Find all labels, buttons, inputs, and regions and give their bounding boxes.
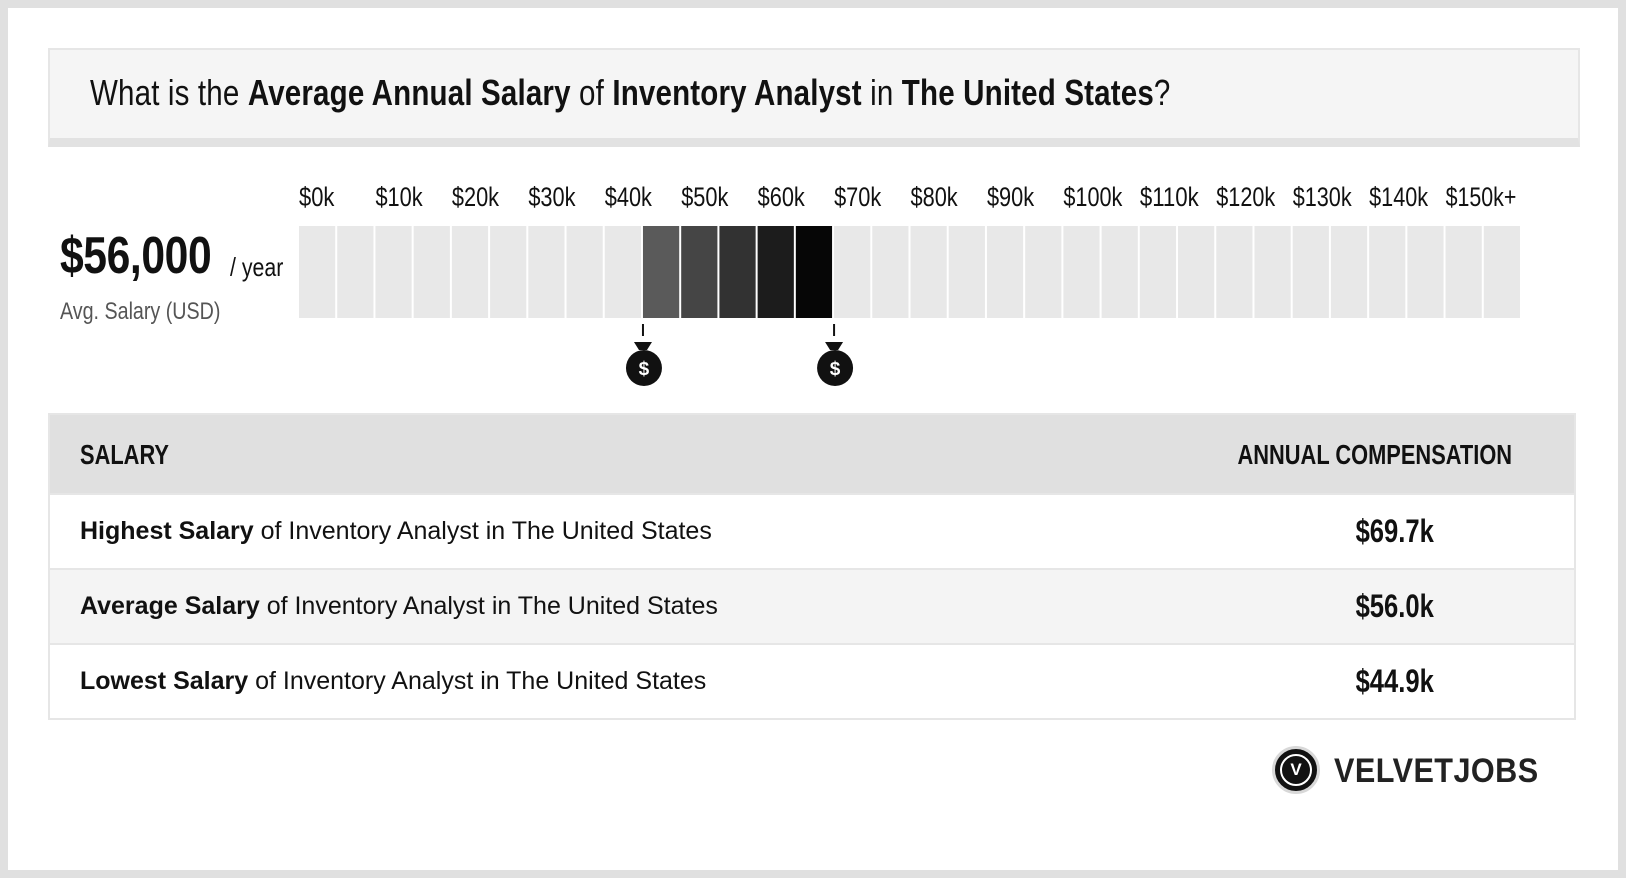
money-bag-glyph: $: [639, 359, 650, 380]
scale-cell: [1483, 226, 1520, 318]
scale-cell: [1178, 226, 1215, 318]
row-label-rest: of Inventory Analyst in The United State…: [259, 592, 718, 620]
row-label-rest: of Inventory Analyst in The United State…: [253, 517, 712, 545]
row-label: Highest Salary of Inventory Analyst in T…: [80, 517, 712, 546]
scale-cell: [1254, 226, 1291, 318]
tick-label: $80k: [911, 182, 959, 212]
scale-cell: [1445, 226, 1482, 318]
scale-cell: [910, 226, 947, 318]
row-value: $56.0k: [1355, 588, 1434, 624]
row-label-rest: of Inventory Analyst in The United State…: [248, 667, 707, 695]
scale-cell: [299, 226, 336, 318]
title-text-4: ?: [1153, 72, 1171, 113]
title-bold-location: The United States: [901, 72, 1154, 113]
scale-cell: [948, 226, 985, 318]
tick-label: $90k: [987, 182, 1035, 212]
tick-label: $20k: [452, 182, 500, 212]
range-bar-cell: [757, 226, 794, 318]
average-salary-unit: / year: [230, 252, 284, 282]
scale-cell: [375, 226, 412, 318]
title-bold-salary: Average Annual Salary: [247, 72, 571, 113]
title-bold-job: Inventory Analyst: [612, 72, 862, 113]
scale-cell: [1369, 226, 1406, 318]
velvetjobs-logo-icon: V: [1272, 746, 1320, 794]
row-value: $69.7k: [1355, 513, 1434, 549]
row-label: Average Salary of Inventory Analyst in T…: [80, 592, 718, 621]
average-salary-label: Avg. Salary (USD): [60, 298, 221, 325]
scale-cell: [604, 226, 641, 318]
scale-cell: [1025, 226, 1062, 318]
range-bar-cell: [642, 226, 680, 318]
title-text-3: in: [861, 72, 902, 113]
tick-label: $140k: [1369, 182, 1428, 212]
money-bag-icon: $: [625, 324, 662, 386]
title-text-2: of: [570, 72, 613, 113]
salary-infographic: What is the Average Annual Salary of Inv…: [8, 8, 1618, 870]
title-text-1: What is the: [90, 72, 248, 113]
range-bar-cell: [681, 226, 718, 318]
scale-cell: [566, 226, 603, 318]
header-salary: SALARY: [80, 439, 169, 470]
row-label-bold: Highest Salary: [80, 517, 254, 545]
tick-label: $150k+: [1446, 182, 1517, 212]
page-title: What is the Average Annual Salary of Inv…: [90, 72, 1171, 114]
scale-cell: [413, 226, 450, 318]
salary-range-chart: $0k $10k $20k $30k $40k $50k $60k $70k $80k $90k $…: [299, 182, 1520, 386]
title-box: What is the Average Annual Salary of Inv…: [48, 48, 1580, 147]
money-bag-glyph: $: [830, 359, 841, 380]
average-salary-value: $56,000: [60, 227, 212, 285]
scale-cell: [1407, 226, 1444, 318]
row-label-bold: Lowest Salary: [80, 667, 249, 695]
average-salary: $56,000 / year: [60, 226, 283, 286]
table-header: SALARY ANNUAL COMPENSATION: [50, 415, 1574, 493]
scale-cell: [1216, 226, 1253, 318]
row-label: Lowest Salary of Inventory Analyst in Th…: [80, 667, 706, 696]
tick-label: $70k: [834, 182, 882, 212]
tick-label: $30k: [528, 182, 576, 212]
scale-cell: [1063, 226, 1100, 318]
range-bar-cell: [719, 226, 756, 318]
scale-cell: [986, 226, 1024, 318]
row-value: $44.9k: [1355, 663, 1434, 699]
range-bar-cell: [795, 226, 833, 318]
row-label-bold: Average Salary: [80, 592, 260, 620]
tick-label: $50k: [681, 182, 729, 212]
logo-letter: V: [1280, 754, 1312, 786]
money-bag-body: [817, 350, 854, 386]
tick-label: $0k: [299, 182, 335, 212]
brand-name: VELVETJOBS: [1334, 752, 1539, 790]
tick-label: $40k: [605, 182, 653, 212]
tick-label: $60k: [758, 182, 806, 212]
table-row-lowest: Lowest Salary of Inventory Analyst in Th…: [50, 643, 1574, 718]
scale-cell: [1139, 226, 1177, 318]
tick-label: $10k: [375, 182, 423, 212]
tick-label: $130k: [1293, 182, 1352, 212]
salary-table: SALARY ANNUAL COMPENSATION Highest Salar…: [48, 413, 1576, 720]
money-bag-knot: [633, 342, 652, 350]
table-row-average: Average Salary of Inventory Analyst in T…: [50, 568, 1574, 643]
scale-cell: [1101, 226, 1138, 318]
scale-cell: [834, 226, 871, 318]
tick-label: $110k: [1140, 182, 1199, 212]
tick-label: $120k: [1216, 182, 1275, 212]
money-bag-body: [625, 350, 662, 386]
scale-cell: [528, 226, 565, 318]
money-bag-icon: $: [817, 324, 854, 386]
scale-cell: [1330, 226, 1368, 318]
table-row-highest: Highest Salary of Inventory Analyst in T…: [50, 493, 1574, 568]
scale-cell: [451, 226, 489, 318]
scale-cell: [337, 226, 374, 318]
header-annual-compensation: ANNUAL COMPENSATION: [1237, 439, 1512, 470]
scale-cell: [872, 226, 909, 318]
money-bag-knot: [825, 342, 844, 350]
scale-cell: [1292, 226, 1329, 318]
tick-label: $100k: [1063, 182, 1122, 212]
scale-cell: [490, 226, 527, 318]
